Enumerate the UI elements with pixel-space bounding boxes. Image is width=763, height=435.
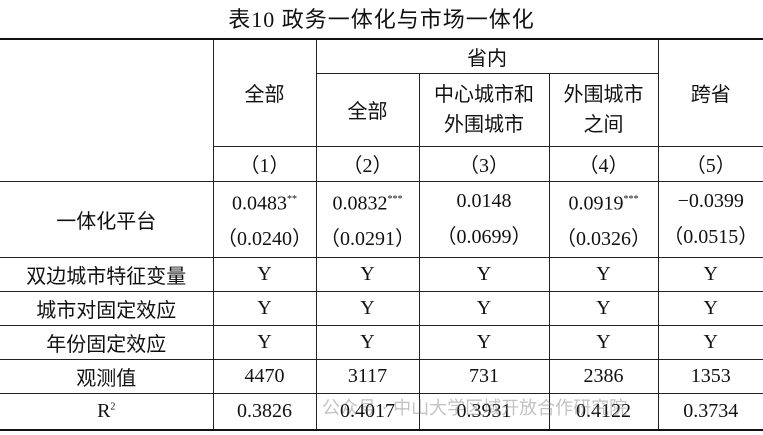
- row-label: R2: [0, 393, 214, 431]
- estimate-value: 0.0148: [456, 190, 512, 213]
- cell: 2386: [548, 359, 659, 395]
- standard-error: （0.0240）: [217, 228, 312, 251]
- r2-label: R: [97, 399, 111, 422]
- watermark: 公众号 · 中山大学区域开放合作研究院: [322, 398, 628, 419]
- cell: Y: [657, 325, 763, 361]
- table: 全部 省内 跨省 全部 中心城市和外围城市 外围城市之间 （1） （2） （3） （4…: [0, 38, 763, 431]
- header-cell: 全部: [316, 72, 420, 147]
- estimate-value: 0.0832: [332, 192, 388, 215]
- estimate: 0.0483**: [214, 182, 316, 222]
- cell: 731: [418, 359, 550, 395]
- column-number: （1）: [213, 145, 317, 182]
- significance: ***: [623, 193, 639, 205]
- standard-error: （0.0699）: [436, 226, 532, 249]
- table-title: 表10 政务一体化与市场一体化: [228, 7, 535, 32]
- estimate: 0.0832***: [317, 182, 419, 222]
- standard-error: （0.0326）: [556, 228, 652, 251]
- column-number: （3）: [418, 145, 550, 182]
- cell: Y: [657, 291, 763, 327]
- standard-error: （0.0291）: [320, 228, 415, 251]
- header-cell: 中心城市和外围城市: [418, 72, 550, 147]
- cell: Y: [548, 325, 659, 361]
- cell: 0.4122: [548, 393, 659, 431]
- cell: Y: [418, 257, 550, 293]
- r2-sup: 2: [110, 401, 116, 413]
- header-cell: 外围城市之间: [548, 72, 659, 147]
- cell: 0.0148 （0.0699）: [418, 180, 550, 259]
- row-label: 城市对固定效应: [0, 291, 214, 327]
- cell: 0.3931: [418, 393, 550, 431]
- column-number: （4）: [548, 145, 659, 182]
- column-number: （5）: [657, 145, 763, 182]
- row: 观测值 4470 3117 731 2386 1353: [0, 359, 763, 395]
- cell: Y: [548, 257, 659, 293]
- header-cell: 全部: [212, 38, 317, 147]
- row-label: 一体化平台: [0, 180, 214, 259]
- cell: 0.3734: [657, 393, 763, 431]
- cell: 1353: [657, 359, 763, 395]
- row-label: 观测值: [0, 359, 214, 395]
- row: R2 0.3826 0.4017 0.3931 0.4122 0.3734: [0, 393, 763, 431]
- estimate: 0.0148: [420, 183, 549, 219]
- significance: ***: [387, 193, 403, 205]
- row: 年份固定效应 Y Y Y Y Y: [0, 325, 763, 361]
- cell: 0.0832*** （0.0291）: [315, 180, 420, 259]
- corner-cell: [0, 38, 214, 182]
- cell: 0.0919*** （0.0326）: [548, 180, 659, 259]
- cell: 3117: [315, 359, 420, 395]
- cell: Y: [212, 257, 317, 293]
- cell: Y: [212, 325, 317, 361]
- row: 一体化平台 0.0483** （0.0240） 0.0832*** （0.0291） 0.…: [0, 180, 763, 259]
- cell: Y: [315, 325, 420, 361]
- cell: Y: [657, 257, 763, 293]
- estimate-value: 0.0919: [568, 192, 624, 215]
- estimate: 0.0919***: [550, 182, 658, 222]
- row-label: 年份固定效应: [0, 325, 214, 361]
- cell: Y: [212, 291, 317, 327]
- cell: 0.0483** （0.0240）: [212, 180, 317, 259]
- estimate-value: −0.0399: [677, 190, 744, 213]
- estimate: −0.0399: [659, 183, 763, 219]
- header-cell: 省内: [315, 38, 659, 74]
- row: 双边城市特征变量 Y Y Y Y Y: [0, 257, 763, 293]
- row-label: 双边城市特征变量: [0, 257, 214, 293]
- significance: **: [287, 193, 297, 205]
- cell: 4470: [212, 359, 317, 395]
- estimate-value: 0.0483: [232, 192, 287, 215]
- header-cell: 跨省: [657, 38, 763, 147]
- row: 城市对固定效应 Y Y Y Y Y: [0, 291, 763, 327]
- cell: 0.3826: [212, 393, 317, 431]
- cell: −0.0399 （0.0515）: [657, 180, 763, 259]
- cell: Y: [418, 291, 550, 327]
- cell: Y: [548, 291, 659, 327]
- cell: Y: [315, 257, 420, 293]
- cell: Y: [315, 291, 420, 327]
- column-number: （2）: [315, 145, 420, 182]
- cell: Y: [418, 325, 550, 361]
- standard-error: （0.0515）: [663, 226, 759, 249]
